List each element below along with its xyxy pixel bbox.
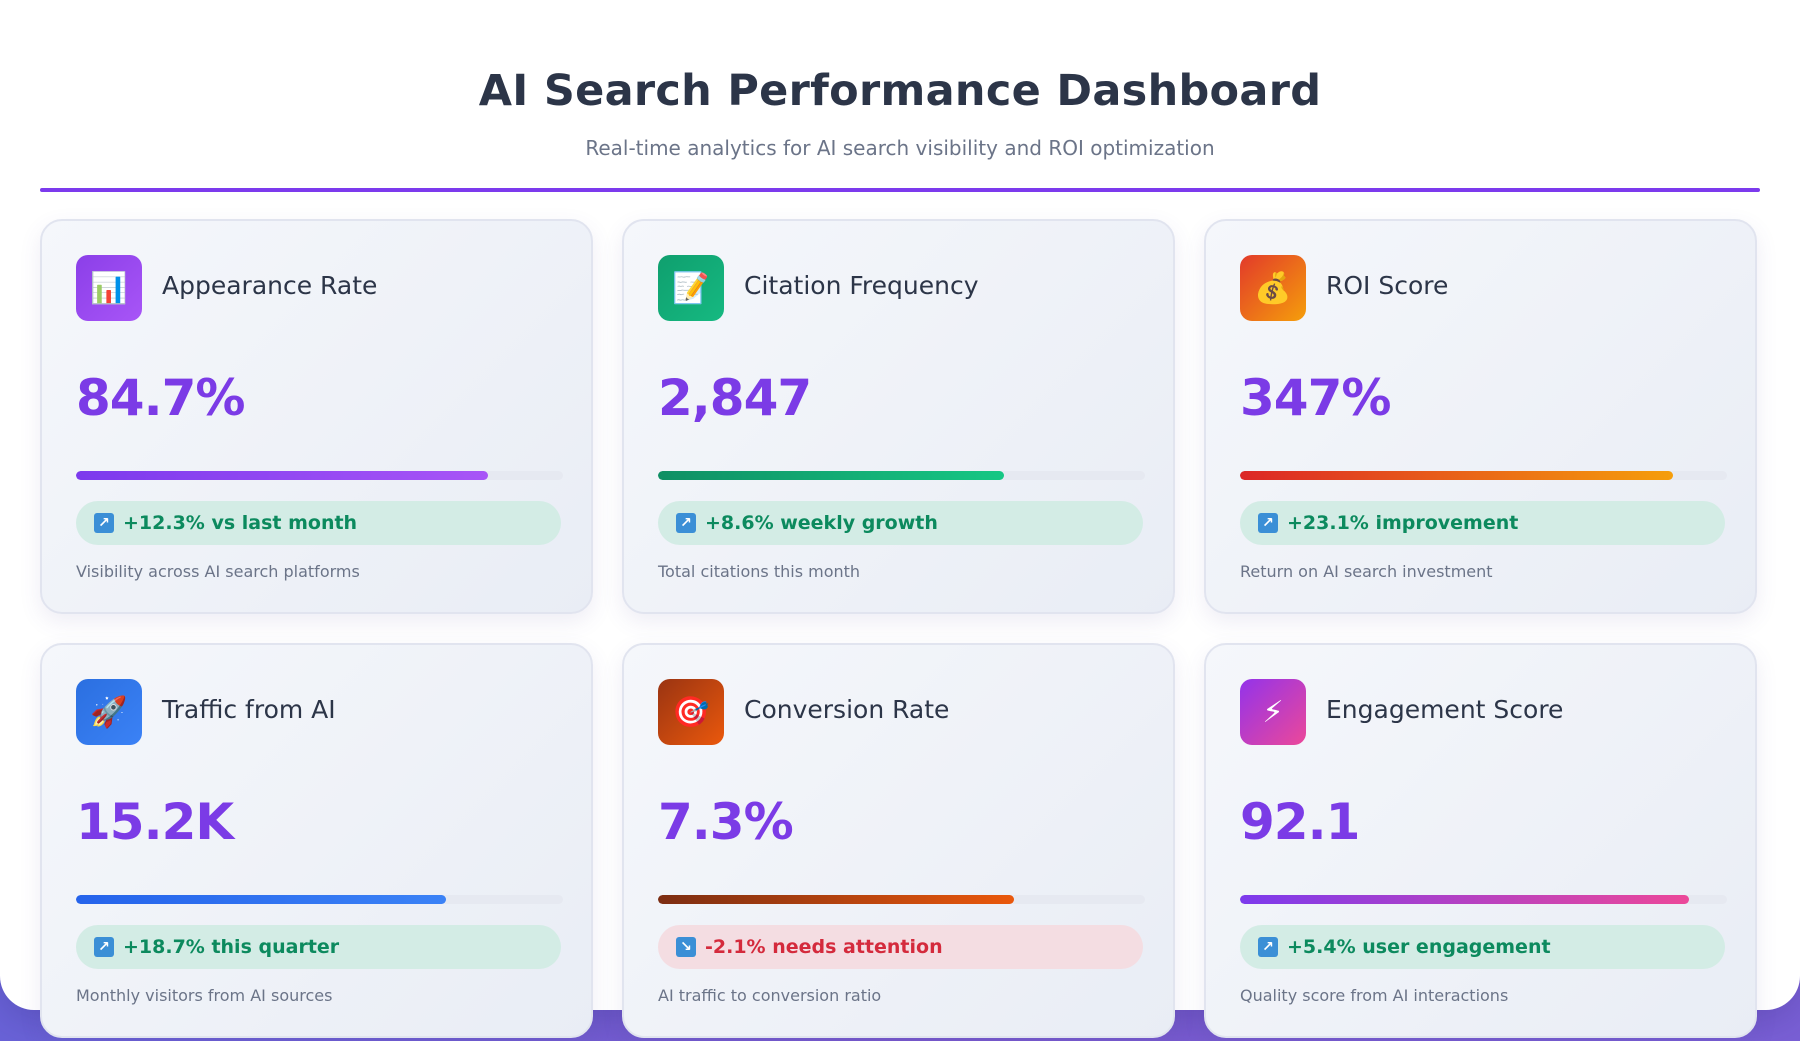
trend-badge: ↗ +18.7% this quarter xyxy=(76,925,561,969)
trend-badge: ↗ +12.3% vs last month xyxy=(76,501,561,545)
metric-value: 347% xyxy=(1240,369,1391,427)
trend-text: -2.1% needs attention xyxy=(705,936,943,958)
progress-track xyxy=(1240,895,1727,904)
progress-fill xyxy=(76,895,447,904)
trend-up-icon: ↗ xyxy=(1258,513,1278,533)
progress-track xyxy=(658,471,1145,480)
trend-text: +23.1% improvement xyxy=(1287,512,1519,534)
progress-fill xyxy=(1240,895,1689,904)
trend-up-icon: ↗ xyxy=(1258,937,1278,957)
progress-fill xyxy=(658,471,1004,480)
metric-card-title: Citation Frequency xyxy=(744,271,979,300)
metric-description: Total citations this month xyxy=(658,562,861,581)
metric-description: AI traffic to conversion ratio xyxy=(658,986,882,1005)
target-icon: 🎯 xyxy=(658,679,724,745)
progress-fill xyxy=(1240,471,1674,480)
metric-card: 💰 ROI Score 347% ↗ +23.1% improvement Return … xyxy=(1204,219,1757,614)
progress-track xyxy=(76,895,563,904)
metric-card: 🚀 Traffic from AI 15.2K ↗ +18.7% this quarte… xyxy=(40,643,593,1038)
metric-card-title: Appearance Rate xyxy=(162,271,378,300)
metric-card: 🎯 Conversion Rate 7.3% ↘ -2.1% needs attenti… xyxy=(622,643,1175,1038)
metric-description: Monthly visitors from AI sources xyxy=(76,986,333,1005)
bar-chart-icon: 📊 xyxy=(76,255,142,321)
metric-value: 92.1 xyxy=(1240,793,1360,851)
metric-description: Quality score from AI interactions xyxy=(1240,986,1509,1005)
metric-card-title: ROI Score xyxy=(1326,271,1449,300)
trend-text: +8.6% weekly growth xyxy=(705,512,938,534)
trend-up-icon: ↗ xyxy=(94,937,114,957)
metric-card: 📊 Appearance Rate 84.7% ↗ +12.3% vs last mon… xyxy=(40,219,593,614)
metric-value: 7.3% xyxy=(658,793,794,851)
metric-description: Visibility across AI search platforms xyxy=(76,562,360,581)
trend-badge: ↗ +5.4% user engagement xyxy=(1240,925,1725,969)
trend-text: +5.4% user engagement xyxy=(1287,936,1551,958)
metric-value: 84.7% xyxy=(76,369,245,427)
metric-card-title: Traffic from AI xyxy=(162,695,336,724)
trend-up-icon: ↗ xyxy=(94,513,114,533)
metric-card: ⚡ Engagement Score 92.1 ↗ +5.4% user engagem… xyxy=(1204,643,1757,1038)
trend-down-icon: ↘ xyxy=(676,937,696,957)
metric-value: 2,847 xyxy=(658,369,812,427)
trend-badge: ↗ +8.6% weekly growth xyxy=(658,501,1143,545)
rocket-icon: 🚀 xyxy=(76,679,142,745)
trend-badge: ↘ -2.1% needs attention xyxy=(658,925,1143,969)
trend-text: +12.3% vs last month xyxy=(123,512,358,534)
memo-icon: 📝 xyxy=(658,255,724,321)
lightning-icon: ⚡ xyxy=(1240,679,1306,745)
progress-track xyxy=(1240,471,1727,480)
metric-card-title: Engagement Score xyxy=(1326,695,1564,724)
progress-fill xyxy=(658,895,1014,904)
metric-card-title: Conversion Rate xyxy=(744,695,950,724)
trend-badge: ↗ +23.1% improvement xyxy=(1240,501,1725,545)
dashboard-panel: AI Search Performance Dashboard Real-tim… xyxy=(40,66,1760,1038)
trend-up-icon: ↗ xyxy=(676,513,696,533)
money-bag-icon: 💰 xyxy=(1240,255,1306,321)
progress-track xyxy=(658,895,1145,904)
metric-description: Return on AI search investment xyxy=(1240,562,1493,581)
progress-track xyxy=(76,471,563,480)
page-subtitle: Real-time analytics for AI search visibi… xyxy=(585,136,1215,160)
progress-fill xyxy=(76,471,489,480)
metric-card: 📝 Citation Frequency 2,847 ↗ +8.6% weekly gr… xyxy=(622,219,1175,614)
page-title: AI Search Performance Dashboard xyxy=(478,66,1322,116)
header-divider xyxy=(40,188,1760,192)
metric-value: 15.2K xyxy=(76,793,234,851)
trend-text: +18.7% this quarter xyxy=(123,936,340,958)
